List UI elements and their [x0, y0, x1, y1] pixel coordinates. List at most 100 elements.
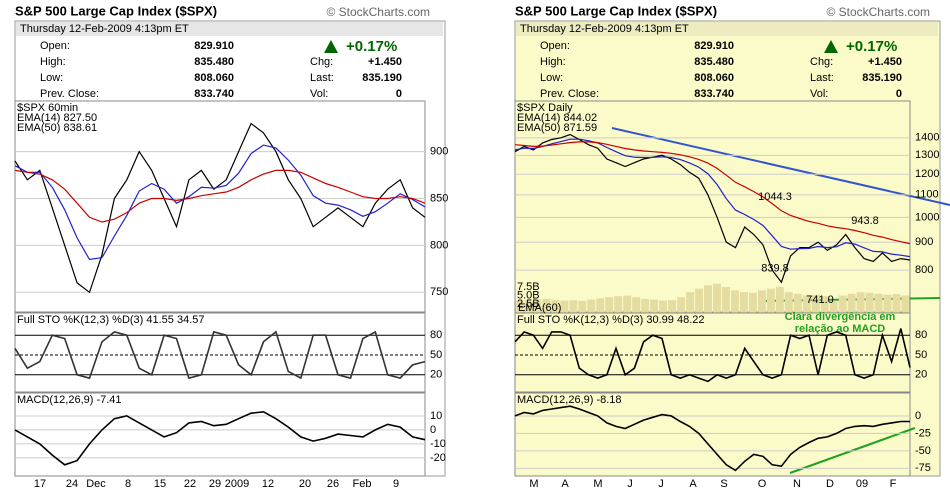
- quote-value: 835.480: [694, 56, 734, 68]
- volume-bar: [569, 300, 578, 313]
- y-tick-label: 1400: [915, 132, 939, 144]
- volume-bar: [901, 295, 910, 313]
- credit: © StockCharts.com: [326, 5, 430, 19]
- x-tick-label: J: [627, 478, 633, 490]
- y-tick-label: -75: [915, 462, 931, 474]
- series-line: [14, 122, 426, 294]
- price-annotation: 943.8: [851, 215, 879, 227]
- quote-label: Prev. Close:: [540, 88, 599, 100]
- volume-bar: [605, 297, 614, 313]
- volume-bar: [865, 292, 874, 313]
- y-tick-label: 20: [430, 369, 442, 381]
- y-tick-label: 1100: [915, 189, 939, 201]
- volume-bar: [730, 290, 739, 313]
- series-label: MACD(12,26,9) -8.18: [517, 394, 622, 406]
- volume-tick-label: 7.5B: [517, 281, 540, 293]
- x-tick-label: N: [793, 478, 801, 490]
- volume-bar: [533, 299, 542, 313]
- stat-label: Chg:: [810, 56, 833, 68]
- x-tick-label: 2009: [225, 478, 249, 490]
- y-tick-label: 750: [430, 286, 448, 298]
- quote-value: 829.910: [694, 40, 734, 52]
- x-tick-label: 15: [154, 478, 166, 490]
- volume-bar: [587, 299, 596, 313]
- price-annotation: 839.8: [761, 263, 789, 275]
- series-line: [514, 328, 911, 383]
- price-annotation: 741.0: [806, 294, 834, 306]
- quote-value: 835.480: [194, 56, 234, 68]
- series-line: [14, 169, 426, 223]
- x-tick-label: J: [658, 478, 664, 490]
- volume-bar: [704, 285, 712, 313]
- stat-value: 0: [396, 88, 402, 100]
- up-arrow: [324, 40, 338, 53]
- series-line: [514, 138, 911, 258]
- stat-label: Last:: [310, 72, 334, 84]
- x-tick-label: A: [689, 478, 697, 490]
- date: Thursday 12-Feb-2009 4:13pm ET: [20, 23, 189, 35]
- x-tick-label: 22: [184, 478, 196, 490]
- series-label: EMA(50) 871.59: [517, 122, 597, 134]
- volume-bar: [820, 296, 829, 313]
- volume-bar: [632, 297, 641, 313]
- panel: [14, 392, 426, 477]
- x-tick-label: D: [826, 478, 834, 490]
- quote-label: Prev. Close:: [40, 88, 99, 100]
- x-tick-label: Dec: [86, 478, 106, 490]
- volume-bar: [829, 300, 838, 313]
- volume-bar: [883, 294, 892, 313]
- y-tick-label: 80: [430, 329, 442, 341]
- series-line: [14, 330, 426, 380]
- volume-bar: [668, 300, 677, 313]
- volume-bar: [524, 300, 533, 313]
- volume-bar: [892, 294, 901, 313]
- volume-bar: [874, 293, 883, 313]
- y-tick-label: 1300: [915, 149, 939, 161]
- date-bar: [16, 22, 443, 36]
- stat-label: Vol:: [310, 88, 328, 100]
- volume-bar: [515, 300, 524, 313]
- volume-bar: [596, 298, 605, 313]
- volume-bar: [739, 292, 748, 313]
- volume-tick-label: 2.5B: [517, 298, 540, 310]
- x-tick-label: 20: [299, 478, 311, 490]
- y-tick-label: 1000: [915, 211, 939, 223]
- y-tick-label: -50: [915, 445, 931, 457]
- x-tick-label: 12: [262, 478, 274, 490]
- volume-bar: [650, 299, 659, 313]
- quote-label: Low:: [540, 72, 563, 84]
- series-label: MACD(12,26,9) -7.41: [17, 394, 122, 406]
- y-tick-label: 850: [430, 192, 448, 204]
- x-tick-label: O: [758, 478, 767, 490]
- volume-bar: [748, 292, 757, 313]
- quote-label: High:: [40, 56, 66, 68]
- series-label: $SPX 60min: [17, 102, 78, 114]
- volume-tick-label: 5.0B: [517, 289, 540, 301]
- series-label: EMA(14) 827.50: [17, 112, 97, 124]
- x-tick-label: 8: [125, 478, 131, 490]
- panel: [14, 100, 426, 313]
- y-tick-label: -20: [430, 452, 446, 464]
- volume-bar: [542, 298, 551, 313]
- series-line: [514, 141, 911, 245]
- volume-bar: [847, 293, 856, 313]
- volume-bar: [713, 283, 721, 313]
- volume-bar: [757, 290, 766, 313]
- quote-value: 829.910: [194, 40, 234, 52]
- y-tick-label: 900: [430, 146, 448, 158]
- volume-bar: [721, 287, 730, 313]
- x-tick-label: S: [720, 478, 727, 490]
- panel: [514, 392, 911, 477]
- quote-value: 833.740: [694, 88, 734, 100]
- stat-value: 835.190: [362, 72, 402, 84]
- volume-bar: [856, 292, 865, 313]
- x-tick-label: F: [890, 478, 897, 490]
- chart-title: S&P 500 Large Cap Index ($SPX): [515, 3, 717, 18]
- y-tick-label: 800: [430, 239, 448, 251]
- x-tick-label: 26: [327, 478, 339, 490]
- stat-value: +1.450: [868, 56, 902, 68]
- volume-bar: [623, 295, 632, 313]
- volume-bar: [802, 295, 811, 313]
- trendline: [611, 127, 950, 206]
